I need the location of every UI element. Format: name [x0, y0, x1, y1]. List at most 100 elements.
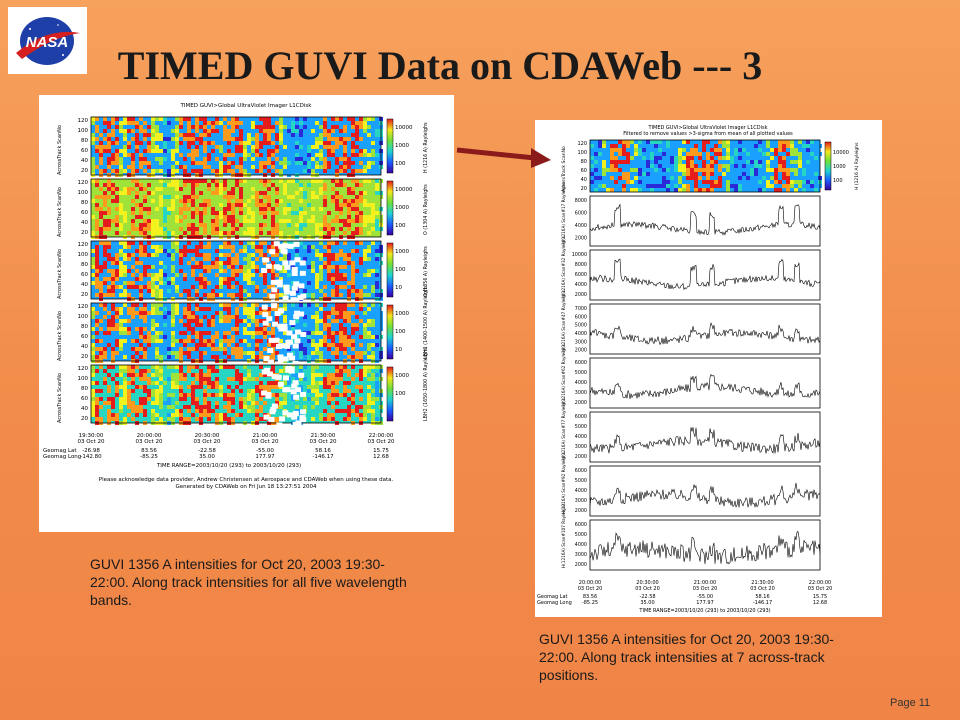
- spectrogram-cell: [283, 211, 287, 215]
- spectrogram-cell: [119, 161, 123, 165]
- spectrogram-cell: [351, 343, 355, 347]
- spectrogram-cell: [227, 319, 231, 323]
- spectrogram-cell: [167, 227, 171, 231]
- spectrogram-cell: [754, 160, 758, 164]
- spectrogram-gap: [282, 410, 289, 416]
- spectrogram-cell: [363, 351, 367, 355]
- spectrogram-cell: [295, 183, 299, 187]
- spectrogram-cell: [139, 331, 143, 335]
- spectrogram-cell: [371, 231, 375, 235]
- spectrogram-gap: [283, 289, 290, 295]
- spectrogram-cell: [199, 265, 203, 269]
- spectrogram-cell: [119, 241, 123, 245]
- spectrogram-cell: [227, 393, 231, 397]
- spectrogram-cell: [139, 223, 143, 227]
- panel-frame: [90, 116, 382, 176]
- spectrogram-cell: [315, 273, 319, 277]
- spectrogram-cell: [247, 241, 251, 245]
- spectrogram-cell: [662, 168, 666, 172]
- spectrogram-cell: [187, 121, 191, 125]
- spectrogram-cell: [235, 273, 239, 277]
- spectrogram-cell: [195, 129, 199, 133]
- y-tick-label: 6000: [575, 272, 587, 278]
- spectrogram-cell: [343, 199, 347, 203]
- spectrogram-cell: [207, 133, 211, 137]
- spectrogram-cell: [227, 137, 231, 141]
- spectrogram-cell: [351, 303, 355, 307]
- spectrogram-cell: [798, 156, 802, 160]
- spectrogram-cell: [91, 405, 95, 409]
- spectrogram-cell: [359, 241, 363, 245]
- spectrogram-cell: [251, 409, 255, 413]
- spectrogram-cell: [359, 369, 363, 373]
- spectrogram-cell: [251, 187, 255, 191]
- spectrogram-cell: [203, 293, 207, 297]
- spectrogram-cell: [343, 351, 347, 355]
- spectrogram-cell: [351, 261, 355, 265]
- spectrogram-cell: [211, 409, 215, 413]
- spectrogram-cell: [219, 265, 223, 269]
- spectrogram-cell: [363, 129, 367, 133]
- spectrogram-cell: [303, 211, 307, 215]
- spectrogram-cell: [139, 261, 143, 265]
- spectrogram-cell: [187, 133, 191, 137]
- spectrogram-cell: [622, 160, 626, 164]
- spectrogram-gap: [282, 295, 289, 301]
- spectrogram-cell: [251, 137, 255, 141]
- spectrogram-cell: [215, 183, 219, 187]
- spectrogram-cell: [211, 369, 215, 373]
- spectrogram-cell: [658, 148, 662, 152]
- spectrogram-cell: [179, 417, 183, 421]
- spectrogram-cell: [239, 347, 243, 351]
- spectrogram-cell: [602, 184, 606, 188]
- geomag-lat-label: Geomag Lat: [43, 448, 77, 454]
- spectrogram-cell: [183, 373, 187, 377]
- spectrogram-cell: [331, 273, 335, 277]
- spectrogram-cell: [618, 140, 622, 144]
- spectrogram-cell: [171, 319, 175, 323]
- spectrogram-cell: [215, 355, 219, 359]
- spectrogram-cell: [343, 307, 347, 311]
- spectrogram-cell: [211, 231, 215, 235]
- spectrogram-cell: [235, 281, 239, 285]
- spectrogram-cell: [135, 373, 139, 377]
- spectrogram-cell: [367, 215, 371, 219]
- spectrogram-cell: [259, 179, 263, 183]
- spectrogram-cell: [299, 211, 303, 215]
- spectrogram-cell: [311, 269, 315, 273]
- spectrogram-cell: [343, 145, 347, 149]
- spectrogram-cell: [255, 417, 259, 421]
- spectrogram-cell: [371, 351, 375, 355]
- spectrogram-cell: [215, 417, 219, 421]
- spectrogram-cell: [223, 219, 227, 223]
- spectrogram-cell: [367, 125, 371, 129]
- spectrogram-cell: [618, 152, 622, 156]
- spectrogram-cell: [207, 265, 211, 269]
- geomag-lat-value: -55.00: [256, 448, 274, 454]
- spectrogram-cell: [770, 184, 774, 188]
- spectrogram-cell: [235, 331, 239, 335]
- spectrogram-cell: [95, 183, 99, 187]
- spectrogram-cell: [347, 137, 351, 141]
- spectrogram-cell: [247, 323, 251, 327]
- spectrogram-cell: [187, 311, 191, 315]
- spectrogram-cell: [307, 245, 311, 249]
- spectrogram-cell: [147, 331, 151, 335]
- spectrogram-cell: [694, 144, 698, 148]
- spectrogram-cell: [347, 117, 351, 121]
- spectrogram-cell: [107, 141, 111, 145]
- spectrogram-cell: [195, 265, 199, 269]
- spectrogram-cell: [127, 365, 131, 369]
- spectrogram-cell: [734, 164, 738, 168]
- spectrogram-cell: [351, 161, 355, 165]
- spectrogram-cell: [163, 219, 167, 223]
- spectrogram-cell: [367, 347, 371, 351]
- spectrogram-cell: [95, 347, 99, 351]
- spectrogram-gap: [291, 285, 298, 291]
- spectrogram-cell: [111, 129, 115, 133]
- spectrogram-cell: [367, 323, 371, 327]
- spectrogram-cell: [171, 405, 175, 409]
- spectrogram-cell: [171, 153, 175, 157]
- spectrogram-cell: [347, 315, 351, 319]
- spectrogram-cell: [219, 417, 223, 421]
